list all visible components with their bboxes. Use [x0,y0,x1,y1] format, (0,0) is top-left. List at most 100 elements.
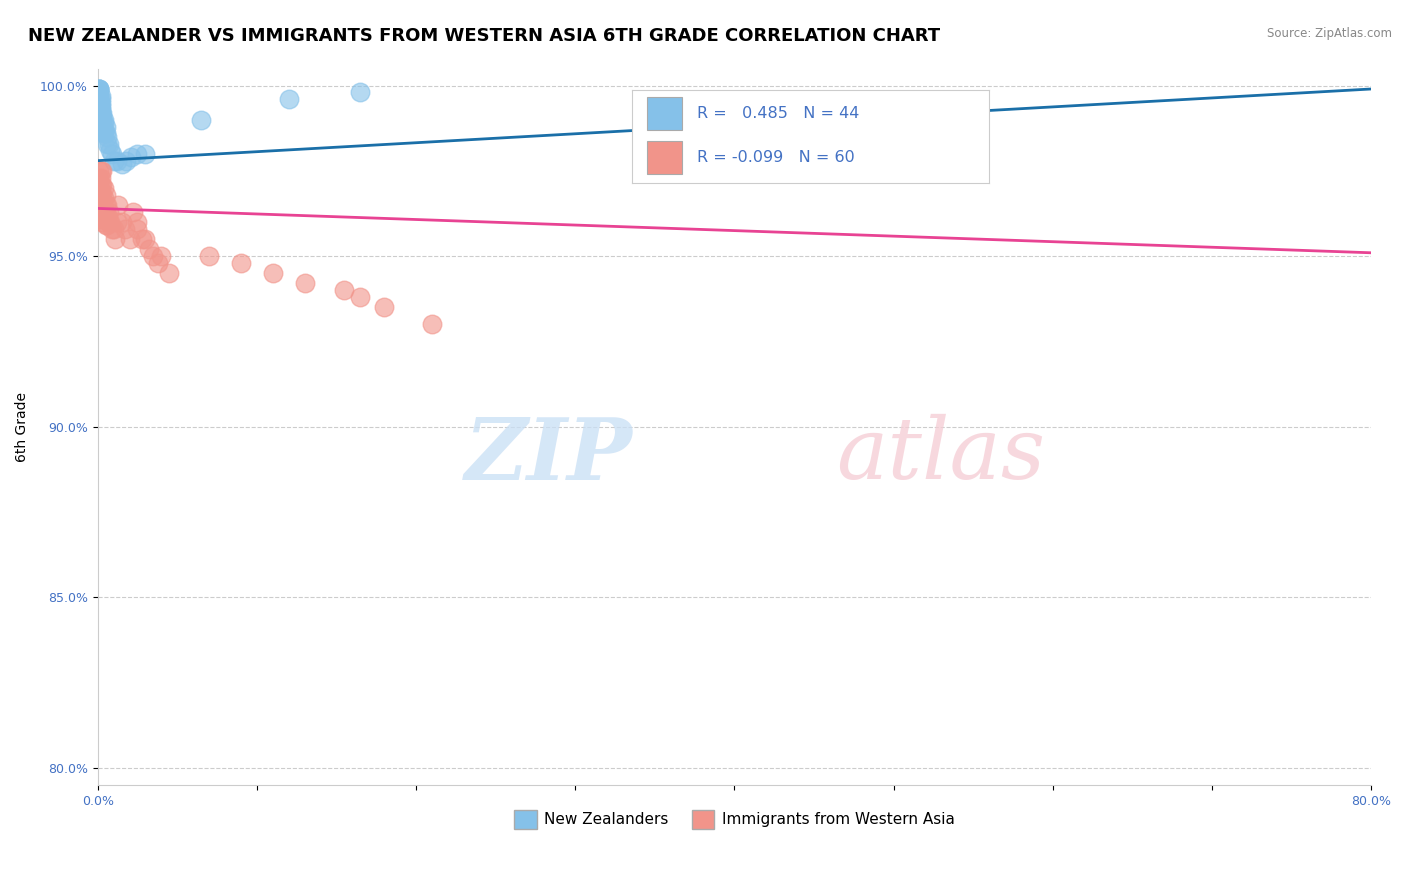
Point [89,82,111,96]
Point [131,232,153,246]
Point [157,266,180,280]
Point [134,146,156,161]
Point [90,88,112,103]
Y-axis label: 6th Grade: 6th Grade [15,392,30,462]
Legend: New Zealanders, Immigrants from Western Asia: New Zealanders, Immigrants from Western … [508,804,962,835]
Point [110,215,132,229]
Text: atlas: atlas [837,414,1045,497]
Point [90,170,112,185]
Point [93,123,115,137]
Point [97,136,120,151]
Point [96,198,118,212]
Point [90,95,112,110]
Point [93,191,115,205]
Point [97,204,120,219]
Point [91,198,114,212]
Point [96,208,118,222]
Point [89,88,111,103]
Point [89,99,111,113]
Point [138,243,160,257]
Point [90,103,112,117]
Point [89,82,111,96]
Point [277,92,299,106]
Point [89,86,111,100]
Point [94,126,117,140]
Point [89,185,111,199]
Point [114,222,136,236]
Point [127,146,149,161]
Point [91,178,114,192]
Point [150,249,173,263]
Point [91,112,114,127]
Point [118,232,141,246]
Point [89,198,111,212]
Text: ZIP: ZIP [464,414,633,497]
Point [94,198,117,212]
Point [91,106,114,120]
Point [89,95,111,110]
Point [115,153,138,168]
Point [90,106,112,120]
Point [91,187,114,202]
Point [262,266,284,280]
Point [96,136,118,151]
Point [105,153,128,168]
Point [90,211,112,226]
Point [93,116,115,130]
Point [294,277,316,291]
Text: Source: ZipAtlas.com: Source: ZipAtlas.com [1267,27,1392,40]
Point [107,198,129,212]
Point [90,109,112,123]
Point [127,222,149,236]
Point [96,219,118,233]
Point [120,150,142,164]
Point [93,126,115,140]
Point [90,185,112,199]
Text: NEW ZEALANDER VS IMMIGRANTS FROM WESTERN ASIA 6TH GRADE CORRELATION CHART: NEW ZEALANDER VS IMMIGRANTS FROM WESTERN… [28,27,941,45]
Point [94,120,117,134]
Point [229,256,252,270]
Point [90,99,112,113]
Point [100,215,122,229]
Point [104,232,127,246]
Point [105,215,128,229]
Point [93,181,115,195]
Point [89,82,111,96]
Point [94,187,117,202]
Point [127,215,149,229]
Point [89,164,111,178]
Point [349,290,371,304]
Point [420,318,443,332]
Point [121,204,143,219]
Point [91,123,114,137]
Point [333,283,356,297]
Point [101,146,124,161]
Point [90,198,112,212]
Point [103,222,125,236]
Point [89,82,111,96]
Point [91,116,114,130]
Point [90,112,112,127]
Point [94,219,117,233]
Point [93,202,115,216]
Point [190,112,212,127]
Point [90,178,112,192]
Point [91,164,114,178]
Point [90,164,112,178]
Point [103,153,125,168]
Point [90,191,112,205]
Point [134,232,156,246]
Point [198,249,221,263]
Point [101,222,124,236]
Point [89,191,111,205]
Point [148,256,170,270]
Point [91,215,114,229]
Point [91,204,114,219]
Point [93,112,115,127]
Point [94,208,117,222]
Point [110,157,132,171]
Point [89,92,111,106]
Point [97,215,120,229]
Point [91,120,114,134]
Point [142,249,165,263]
